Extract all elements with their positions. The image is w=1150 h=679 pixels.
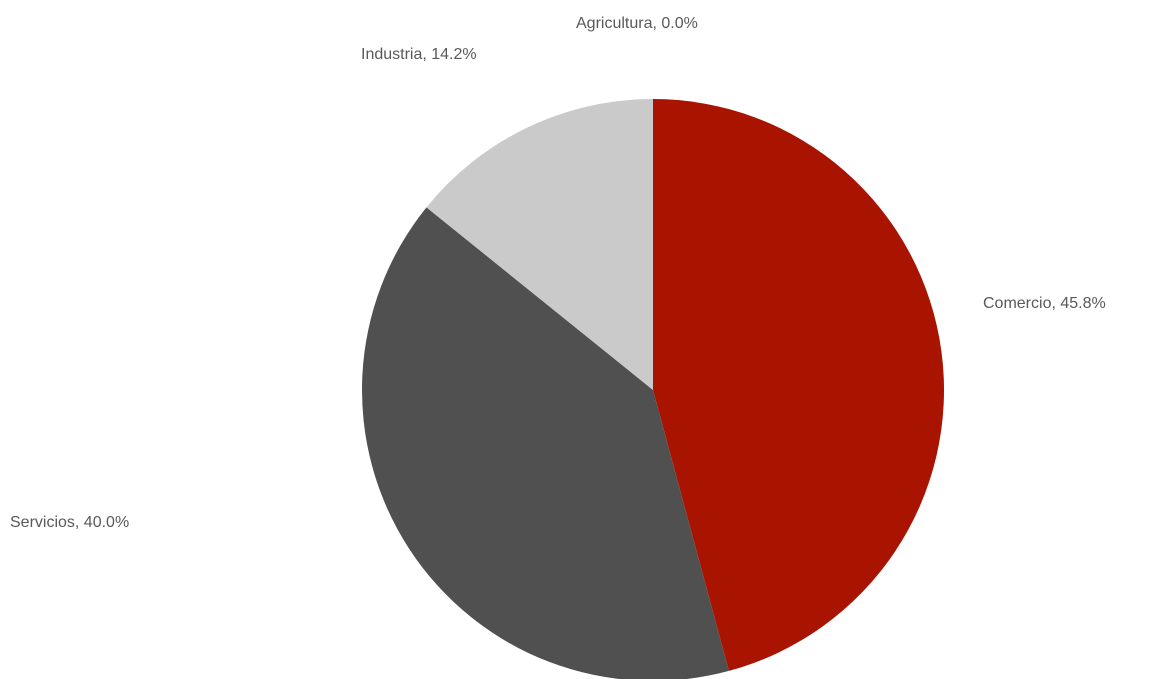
data-label-comercio: Comercio, 45.8% <box>983 295 1106 312</box>
data-label-industria: Industria, 14.2% <box>361 46 477 63</box>
data-label-agricultura: Agricultura, 0.0% <box>576 15 698 32</box>
pie-slices <box>361 99 945 679</box>
pie-slice-industria <box>426 99 653 390</box>
pie-slice-servicios <box>361 207 729 679</box>
pie-slice-comercio <box>653 99 945 671</box>
data-label-servicios: Servicios, 40.0% <box>10 514 129 531</box>
pie-data-labels: Comercio, 45.8% Servicios, 40.0% Industria… <box>10 15 1106 531</box>
